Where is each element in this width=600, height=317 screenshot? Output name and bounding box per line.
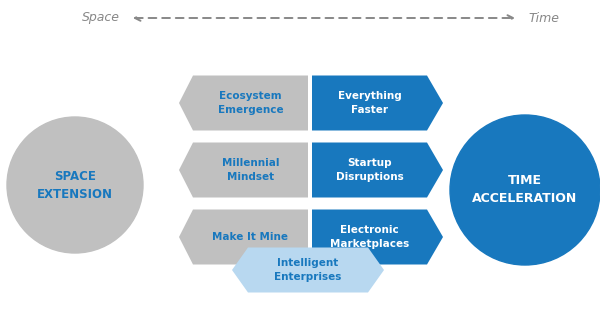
Text: SPACE
EXTENSION: SPACE EXTENSION bbox=[37, 170, 113, 200]
Polygon shape bbox=[179, 75, 308, 131]
Text: Electronic
Marketplaces: Electronic Marketplaces bbox=[330, 225, 409, 249]
Text: Make It Mine: Make It Mine bbox=[212, 232, 289, 242]
Text: Millennial
Mindset: Millennial Mindset bbox=[222, 158, 279, 182]
Polygon shape bbox=[312, 210, 443, 264]
Circle shape bbox=[450, 115, 600, 265]
Text: Space: Space bbox=[82, 11, 120, 24]
Text: Time: Time bbox=[528, 11, 559, 24]
Text: Startup
Disruptions: Startup Disruptions bbox=[335, 158, 403, 182]
Polygon shape bbox=[232, 248, 384, 293]
Polygon shape bbox=[312, 143, 443, 197]
Polygon shape bbox=[179, 210, 308, 264]
Text: Intelligent
Enterprises: Intelligent Enterprises bbox=[274, 258, 341, 281]
Text: Ecosystem
Emergence: Ecosystem Emergence bbox=[218, 91, 283, 115]
Circle shape bbox=[7, 117, 143, 253]
Polygon shape bbox=[312, 75, 443, 131]
Text: Everything
Faster: Everything Faster bbox=[338, 91, 401, 115]
Polygon shape bbox=[179, 143, 308, 197]
Text: TIME
ACCELERATION: TIME ACCELERATION bbox=[472, 174, 578, 205]
